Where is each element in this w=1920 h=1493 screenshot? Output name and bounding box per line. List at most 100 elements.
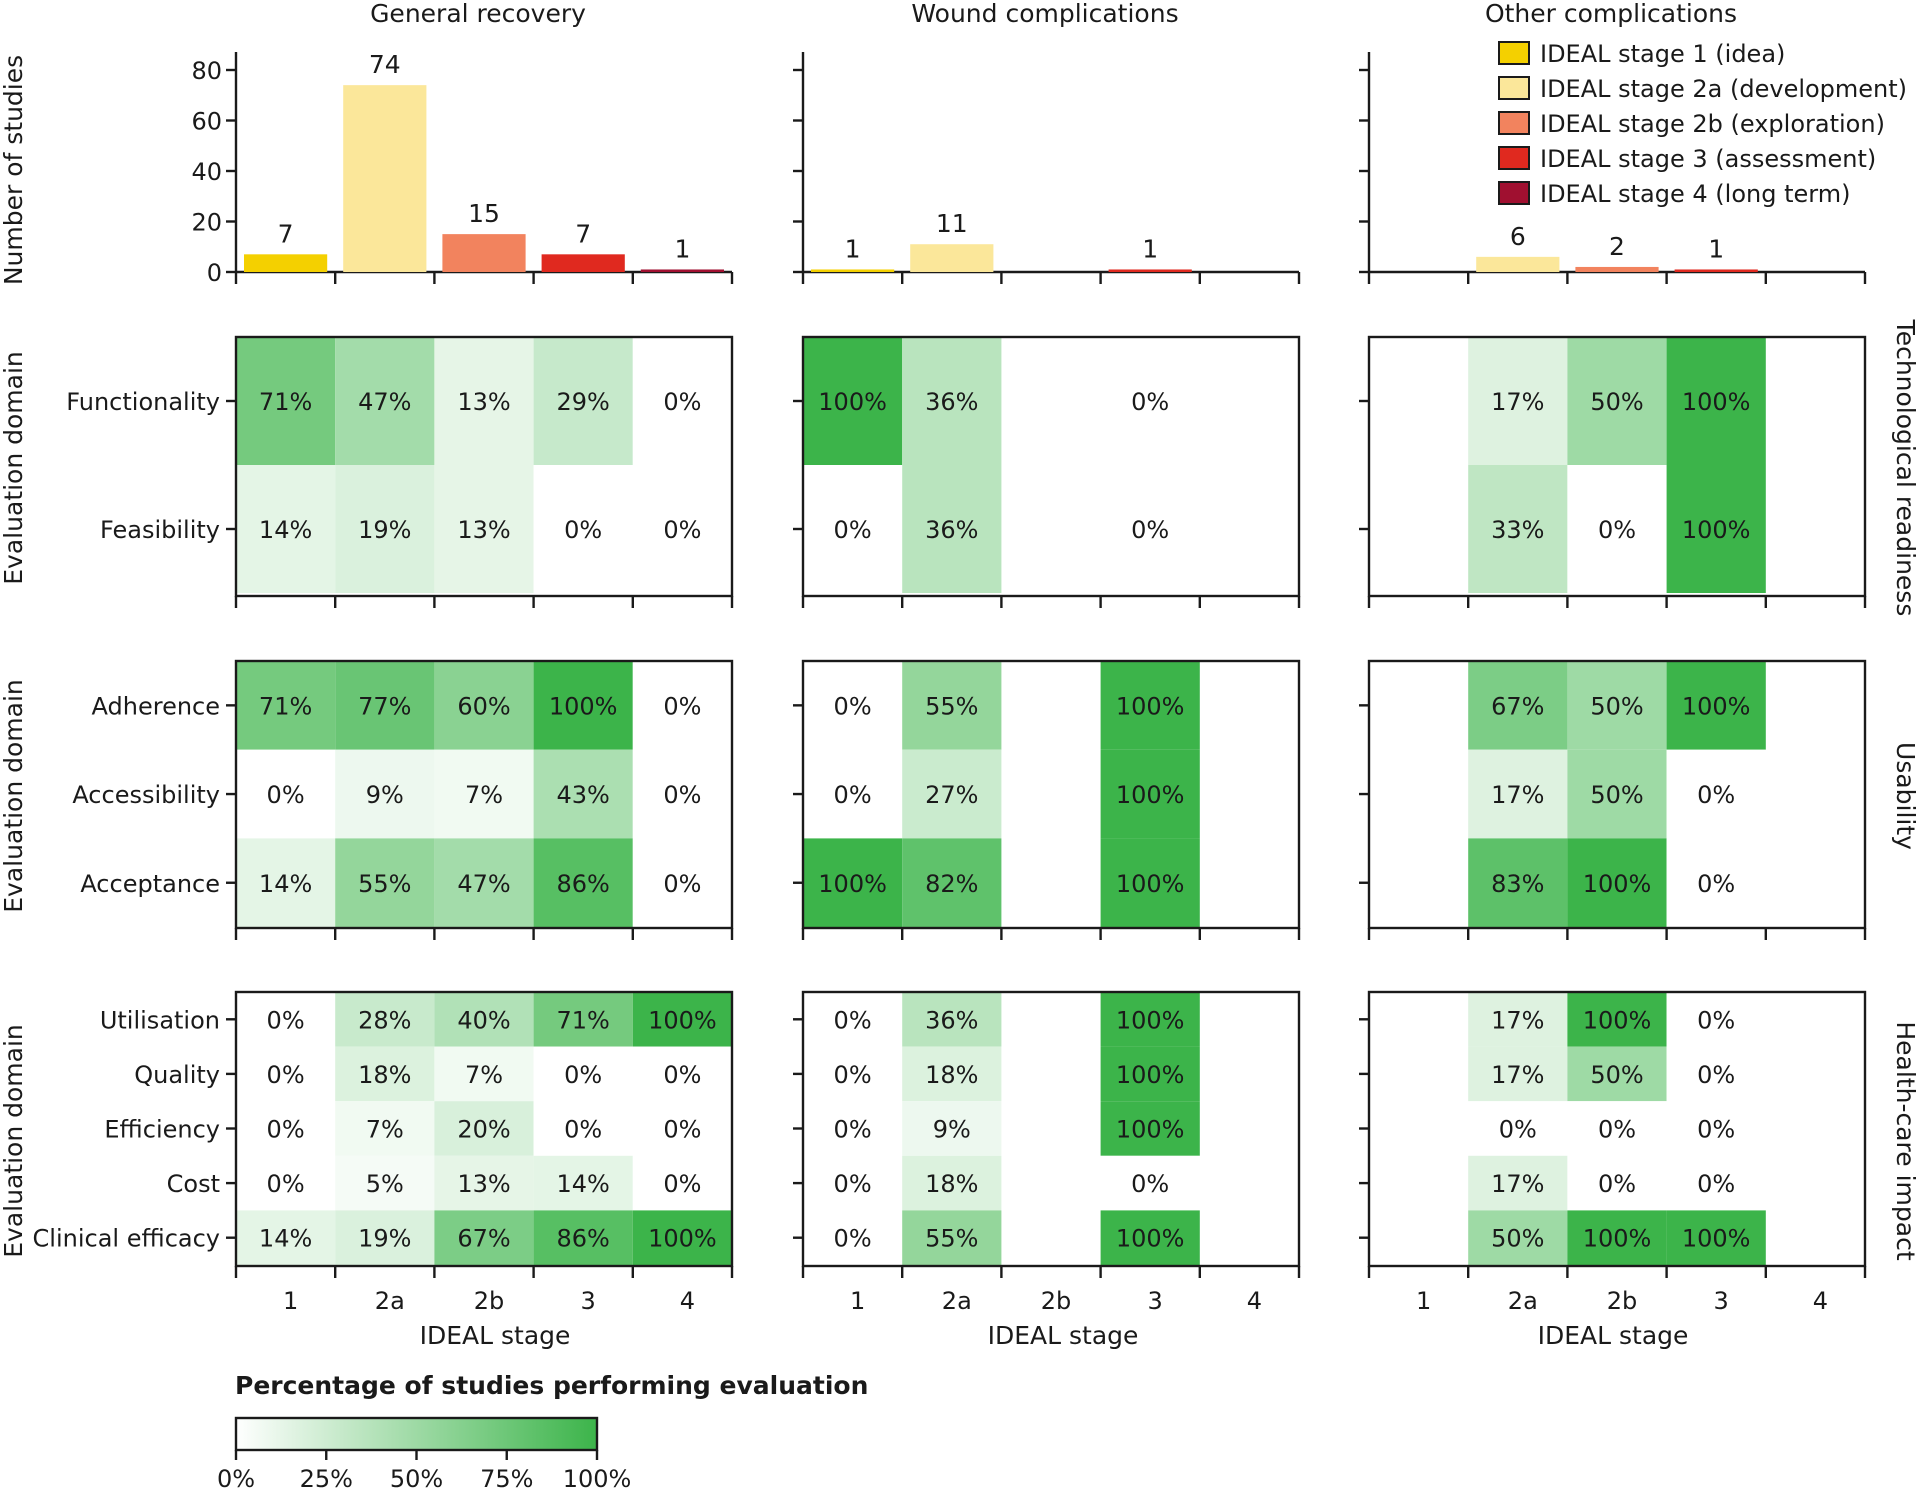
heat-cell-label-general-recovery-adherence-stage-1: 71% [259, 692, 312, 720]
x-axis-title-other-complications: IDEAL stage [1538, 1321, 1689, 1350]
heat-cell-label-other-complications-functionality-stage-3: 100% [1682, 388, 1751, 416]
heat-cell-label-other-complications-cost-stage-2a: 17% [1491, 1170, 1544, 1198]
heat-cell-label-wound-complications-clinical-efficacy-stage-2a: 55% [925, 1225, 978, 1253]
heat-cell-label-other-complications-cost-stage-3: 0% [1697, 1170, 1735, 1198]
x-axis-title-general-recovery: IDEAL stage [420, 1321, 571, 1350]
heat-cell-wound-complications-adherence-stage-2a [902, 661, 1002, 750]
heat-cell-label-general-recovery-cost-stage-3: 14% [557, 1170, 610, 1198]
heat-cell-wound-complications-adherence-stage-3 [1100, 661, 1200, 750]
heat-cell-label-general-recovery-functionality-stage-2a: 47% [358, 388, 411, 416]
heat-cell-general-recovery-feasibility-stage-4 [632, 465, 732, 593]
heat-cell-label-other-complications-efficiency-stage-3: 0% [1697, 1116, 1735, 1144]
heat-cell-general-recovery-quality-stage-4 [632, 1046, 732, 1102]
heatmap-frame-general-recovery-technological-readiness [234, 335, 734, 598]
heat-cell-general-recovery-acceptance-stage-2a [335, 838, 435, 928]
heat-cell-label-general-recovery-acceptance-stage-2b: 47% [457, 870, 510, 898]
heat-cell-label-general-recovery-cost-stage-2b: 13% [457, 1170, 510, 1198]
heat-cell-label-wound-complications-utilisation-stage-3: 100% [1116, 1006, 1185, 1034]
heat-cell-label-general-recovery-efficiency-stage-4: 0% [663, 1116, 701, 1144]
heat-cell-general-recovery-acceptance-stage-3 [533, 838, 633, 928]
heat-cell-general-recovery-quality-stage-3 [533, 1046, 633, 1102]
heat-cell-general-recovery-cost-stage-2a [335, 1155, 435, 1211]
heat-cell-label-general-recovery-adherence-stage-2b: 60% [457, 692, 510, 720]
row-label-feasibility: Feasibility [100, 516, 220, 544]
heat-cell-wound-complications-acceptance-stage-1 [803, 838, 903, 928]
heat-cell-other-complications-cost-stage-3 [1666, 1155, 1766, 1211]
heat-cell-general-recovery-feasibility-stage-2b [434, 465, 534, 593]
heat-cell-other-complications-adherence-stage-2b [1567, 661, 1667, 750]
heat-cell-general-recovery-quality-stage-1 [236, 1046, 336, 1102]
heat-cell-other-complications-accessibility-stage-2a [1468, 749, 1568, 839]
heat-cell-label-general-recovery-utilisation-stage-1: 0% [267, 1006, 305, 1034]
bar-y-tick-label: 0 [207, 259, 222, 287]
row-label-accessibility: Accessibility [72, 781, 220, 809]
heat-cell-label-other-complications-functionality-stage-2a: 17% [1491, 388, 1544, 416]
bar-label-wound-complications-stage-3: 1 [1142, 234, 1158, 263]
heat-cell-label-general-recovery-functionality-stage-1: 71% [259, 388, 312, 416]
heat-cell-general-recovery-acceptance-stage-1 [236, 838, 336, 928]
heat-cell-general-recovery-quality-stage-2a [335, 1046, 435, 1102]
heat-cell-general-recovery-clinical-efficacy-stage-2a [335, 1210, 435, 1265]
heat-cell-wound-complications-efficiency-stage-2a [902, 1101, 1002, 1156]
heat-cell-label-other-complications-utilisation-stage-3: 0% [1697, 1006, 1735, 1034]
heat-cell-label-wound-complications-efficiency-stage-3: 100% [1116, 1116, 1185, 1144]
heat-cell-label-other-complications-adherence-stage-2a: 67% [1491, 692, 1544, 720]
x-tick-label-other-complications-stage-1: 1 [1416, 1287, 1431, 1315]
heat-cell-other-complications-feasibility-stage-2b [1567, 465, 1667, 593]
heat-cell-general-recovery-feasibility-stage-3 [533, 465, 633, 593]
heat-cell-other-complications-quality-stage-2b [1567, 1046, 1667, 1102]
x-tick-label-other-complications-stage-4: 4 [1813, 1287, 1828, 1315]
heat-cell-other-complications-functionality-stage-2b [1567, 337, 1667, 465]
row-label-clinical-efficacy: Clinical efficacy [33, 1225, 220, 1253]
group-label-health-care-impact: Health-care impact [1891, 1021, 1920, 1260]
heat-cell-general-recovery-quality-stage-2b [434, 1046, 534, 1102]
heatmap-frame-other-complications-health-care-impact [1367, 990, 1867, 1268]
heat-cell-general-recovery-cost-stage-4 [632, 1155, 732, 1211]
bar-y-tick-label: 40 [191, 158, 222, 186]
heat-cell-label-general-recovery-accessibility-stage-1: 0% [267, 781, 305, 809]
bar-label-general-recovery-stage-3: 7 [575, 219, 591, 248]
heat-cell-general-recovery-cost-stage-3 [533, 1155, 633, 1211]
heat-cell-wound-complications-cost-stage-2a [902, 1155, 1002, 1211]
legend-swatch-stage-2a [1498, 76, 1530, 100]
bar-label-general-recovery-stage-2b: 15 [468, 199, 500, 228]
heat-cell-label-other-complications-efficiency-stage-2a: 0% [1499, 1116, 1537, 1144]
heat-cell-label-other-complications-adherence-stage-2b: 50% [1590, 692, 1643, 720]
heat-cell-general-recovery-feasibility-stage-2a [335, 465, 435, 593]
heat-cell-label-general-recovery-adherence-stage-2a: 77% [358, 692, 411, 720]
heat-cell-label-general-recovery-adherence-stage-4: 0% [663, 692, 701, 720]
heat-cell-label-wound-complications-functionality-stage-2a: 36% [925, 388, 978, 416]
heat-cell-label-wound-complications-accessibility-stage-3: 100% [1116, 781, 1185, 809]
heat-cell-other-complications-clinical-efficacy-stage-2a [1468, 1210, 1568, 1265]
legend-swatch-stage-1 [1498, 41, 1530, 65]
bar-y-axis-title: Number of studies [0, 55, 28, 285]
heat-cell-label-wound-complications-accessibility-stage-2a: 27% [925, 781, 978, 809]
row-label-functionality: Functionality [66, 388, 220, 416]
heat-cell-other-complications-clinical-efficacy-stage-3 [1666, 1210, 1766, 1265]
heat-cell-label-wound-complications-utilisation-stage-2a: 36% [925, 1006, 978, 1034]
panel-title-wound-complications: Wound complications [911, 0, 1178, 28]
heat-cell-label-general-recovery-efficiency-stage-3: 0% [564, 1116, 602, 1144]
heat-cell-other-complications-utilisation-stage-3 [1666, 992, 1766, 1047]
heat-cell-label-general-recovery-quality-stage-3: 0% [564, 1061, 602, 1089]
heatmap-frame-wound-complications-usability [801, 659, 1301, 930]
colorbar-tick-label-100: 100% [563, 1465, 632, 1493]
bar-label-wound-complications-stage-2a: 11 [936, 209, 968, 238]
heat-cell-label-general-recovery-quality-stage-1: 0% [267, 1061, 305, 1089]
bar-label-general-recovery-stage-2a: 74 [369, 50, 401, 79]
heat-cell-label-wound-complications-functionality-stage-3: 0% [1131, 388, 1169, 416]
heat-cell-label-other-complications-accessibility-stage-2a: 17% [1491, 781, 1544, 809]
heat-cell-general-recovery-adherence-stage-2b [434, 661, 534, 750]
heat-cell-general-recovery-clinical-efficacy-stage-3 [533, 1210, 633, 1265]
heat-cell-label-general-recovery-utilisation-stage-2a: 28% [358, 1006, 411, 1034]
heat-cell-other-complications-functionality-stage-3 [1666, 337, 1766, 465]
heat-cell-other-complications-efficiency-stage-3 [1666, 1101, 1766, 1156]
heat-cell-label-wound-complications-acceptance-stage-2a: 82% [925, 870, 978, 898]
heat-cell-wound-complications-quality-stage-1 [803, 1046, 903, 1102]
heat-cell-label-other-complications-efficiency-stage-2b: 0% [1598, 1116, 1636, 1144]
heat-cell-label-general-recovery-accessibility-stage-3: 43% [557, 781, 610, 809]
colorbar-tick-label-0: 0% [217, 1465, 255, 1493]
heat-cell-label-general-recovery-clinical-efficacy-stage-2b: 67% [457, 1225, 510, 1253]
x-tick-label-general-recovery-stage-2a: 2a [375, 1287, 405, 1315]
heat-cell-other-complications-clinical-efficacy-stage-2b [1567, 1210, 1667, 1265]
